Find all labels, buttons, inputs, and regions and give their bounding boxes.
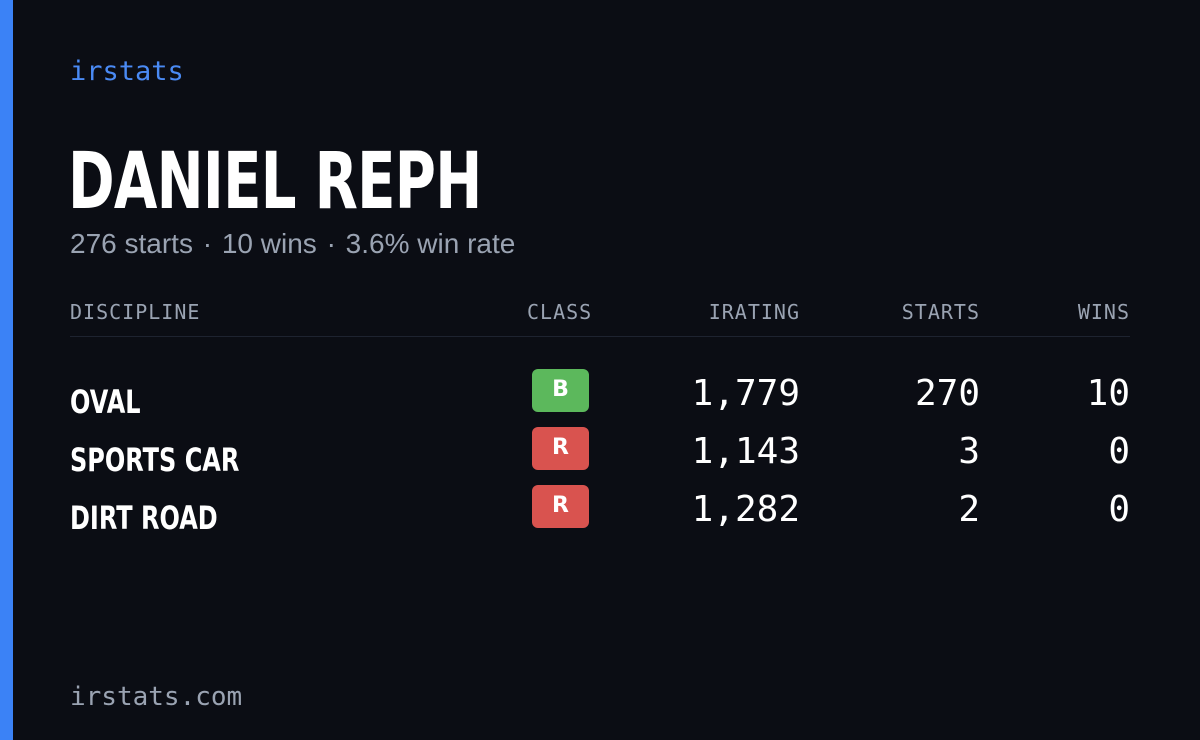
accent-bar	[0, 0, 13, 740]
irating-value: 1,282	[691, 489, 800, 530]
driver-summary: 276 starts · 10 wins · 3.6% win rate	[70, 228, 515, 260]
separator: ·	[202, 228, 213, 259]
license-class-badge: R	[532, 485, 589, 528]
total-wins: 10 wins	[221, 228, 317, 259]
table-row: OVAL B 1,779 270 10	[70, 369, 1130, 427]
table-body: OVAL B 1,779 270 10 SPORTS CAR R 1,143 3…	[70, 337, 1130, 543]
license-class-badge: B	[532, 369, 589, 412]
header-wins: WINS	[1077, 300, 1130, 324]
table-row: SPORTS CAR R 1,143 3 0	[70, 427, 1130, 485]
irating-value: 1,779	[691, 373, 800, 414]
discipline-label: DIRT ROAD	[70, 499, 218, 537]
discipline-table: DISCIPLINE CLASS IRATING STARTS WINS OVA…	[70, 298, 1130, 543]
discipline-label: SPORTS CAR	[70, 441, 240, 479]
discipline-label: OVAL	[70, 383, 141, 421]
driver-name: DANIEL REPH	[68, 137, 482, 227]
brand-logo: irstats	[70, 56, 184, 87]
wins-value: 10	[1086, 373, 1130, 414]
starts-value: 270	[914, 373, 980, 414]
starts-value: 2	[958, 489, 980, 530]
table-header: DISCIPLINE CLASS IRATING STARTS WINS	[70, 298, 1130, 337]
license-class-badge: R	[532, 427, 589, 470]
win-rate: 3.6% win rate	[345, 228, 516, 259]
header-irating: IRATING	[708, 300, 800, 324]
starts-value: 3	[958, 431, 980, 472]
footer-url[interactable]: irstats.com	[70, 682, 243, 712]
total-starts: 276 starts	[70, 228, 193, 259]
header-starts: STARTS	[901, 300, 980, 324]
header-class: CLASS	[527, 300, 593, 324]
table-row: DIRT ROAD R 1,282 2 0	[70, 485, 1130, 543]
wins-value: 0	[1108, 489, 1130, 530]
wins-value: 0	[1108, 431, 1130, 472]
separator: ·	[326, 228, 336, 259]
header-discipline: DISCIPLINE	[70, 300, 201, 324]
irating-value: 1,143	[691, 431, 800, 472]
